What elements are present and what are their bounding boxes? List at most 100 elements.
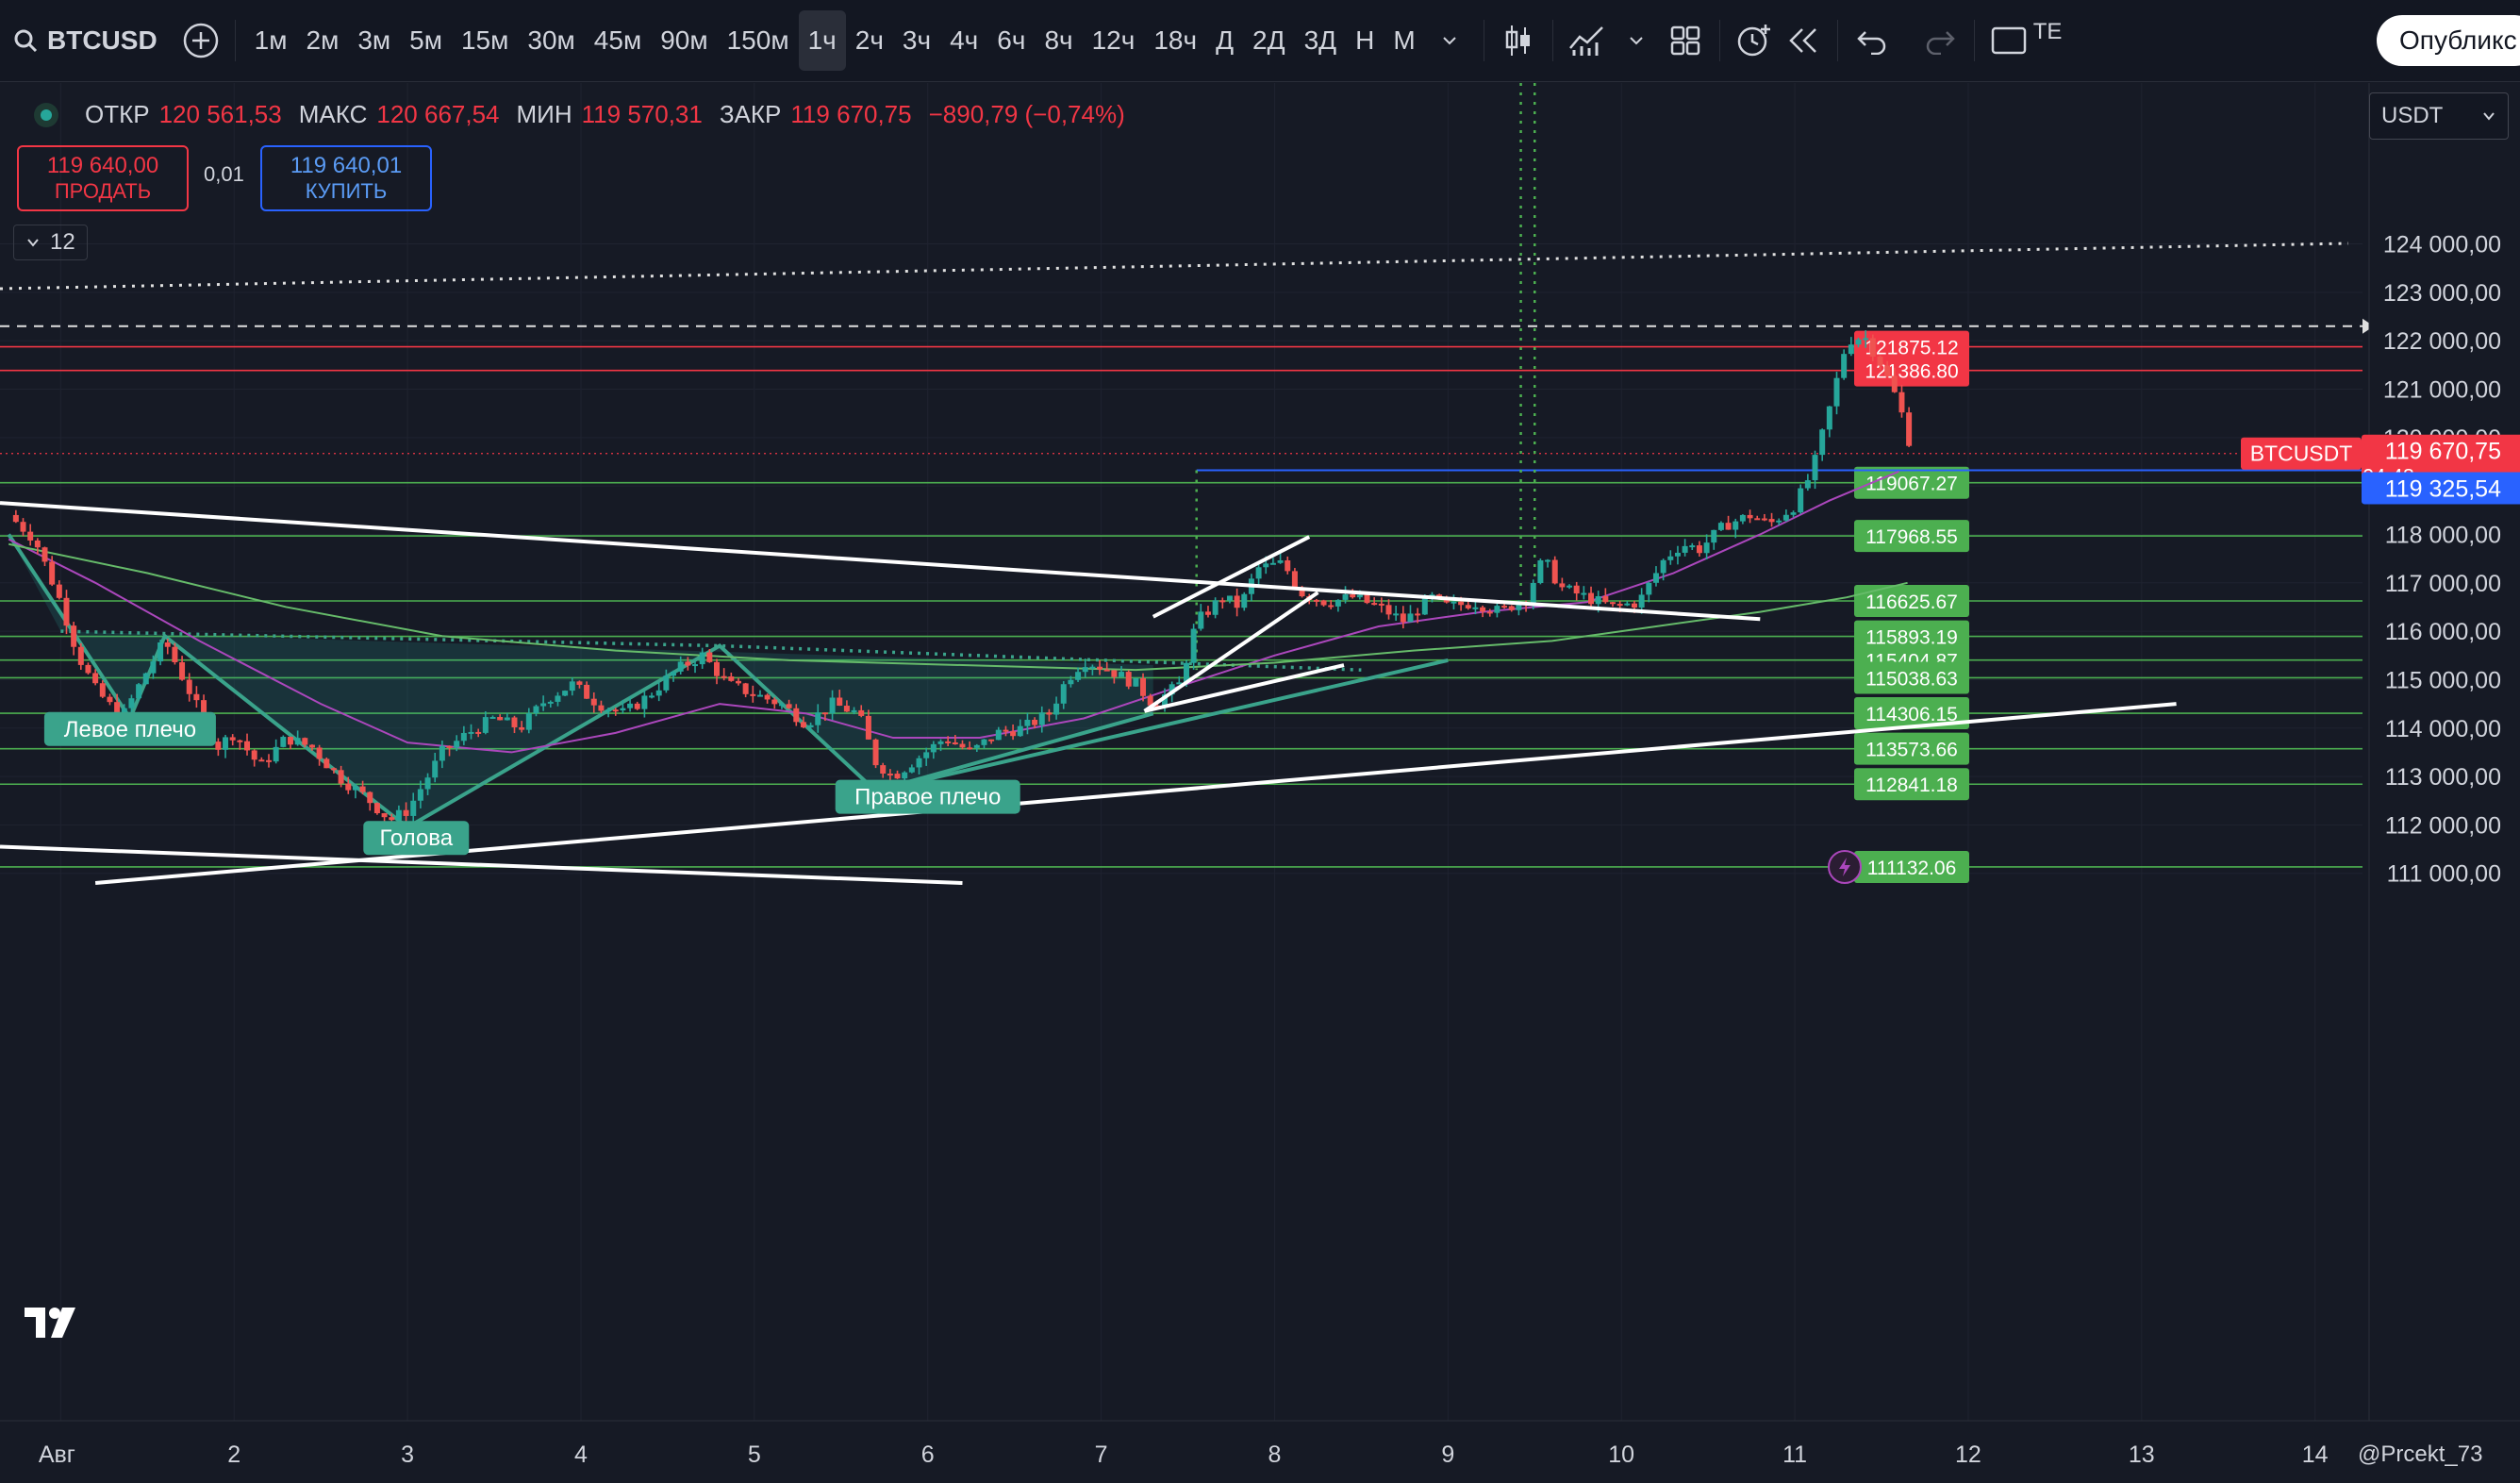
- candle-up: [677, 661, 684, 672]
- currency-select[interactable]: USDT: [2369, 92, 2509, 140]
- interval-2[interactable]: 2м: [306, 25, 340, 55]
- candle-down: [1400, 613, 1406, 623]
- candle-down: [85, 664, 91, 674]
- buy-button[interactable]: 119 640,01 КУПИТЬ: [260, 145, 432, 211]
- candle-down: [244, 741, 251, 751]
- candle-up: [1638, 594, 1645, 608]
- candle-up: [902, 772, 908, 779]
- time-tick-label: 12: [1955, 1441, 1981, 1468]
- level-label-bg: [1854, 520, 1969, 553]
- symbol-badge: BTCUSDT: [2250, 442, 2353, 466]
- level-label-bg: [1854, 661, 1969, 694]
- candle-down: [193, 693, 200, 701]
- time-tick-label: 11: [1782, 1441, 1807, 1468]
- fullscreen-icon[interactable]: [1984, 10, 2033, 71]
- candle-down: [1219, 600, 1226, 603]
- interval-11[interactable]: 2ч: [854, 25, 884, 55]
- alert-clock-icon[interactable]: [1730, 10, 1779, 71]
- level-label: 117968.55: [1865, 526, 1958, 548]
- candle-down: [1906, 412, 1913, 446]
- layout-grid-icon[interactable]: [1661, 10, 1710, 71]
- candle-down: [821, 712, 828, 715]
- interval-9[interactable]: 150м: [726, 25, 789, 55]
- interval-16[interactable]: 12ч: [1091, 25, 1136, 55]
- level-label: 113573.66: [1865, 740, 1958, 761]
- candle-up: [1667, 556, 1674, 560]
- candles-icon[interactable]: [1494, 10, 1543, 71]
- indicators-icon[interactable]: [1563, 10, 1612, 71]
- sell-button[interactable]: 119 640,00 ПРОДАТЬ: [17, 145, 189, 211]
- interval-14[interactable]: 6ч: [997, 25, 1026, 55]
- undo-icon[interactable]: [1848, 10, 1897, 71]
- candle-down: [1631, 603, 1637, 608]
- price-tick-label: 112 000,00: [2385, 812, 2501, 839]
- interval-5[interactable]: 15м: [460, 25, 509, 55]
- price-tick-label: 123 000,00: [2383, 280, 2501, 307]
- interval-15[interactable]: 8ч: [1044, 25, 1073, 55]
- candle-up: [1451, 601, 1457, 604]
- interval-13[interactable]: 4ч: [950, 25, 979, 55]
- candle-down: [880, 765, 887, 775]
- candle-up: [273, 746, 279, 762]
- indicators-toggle[interactable]: 12: [13, 225, 88, 260]
- interval-6[interactable]: 30м: [527, 25, 575, 55]
- annotation-label: Левое плечо: [64, 717, 196, 742]
- blue-level-badge-bg: [2362, 472, 2520, 505]
- interval-10[interactable]: 1ч: [798, 10, 846, 71]
- candle-up: [923, 752, 930, 758]
- candle-up: [1703, 542, 1710, 554]
- candle-down: [1869, 338, 1876, 358]
- price-axis-bg: [2369, 83, 2520, 1421]
- candle-up: [294, 738, 301, 745]
- candle-down: [952, 742, 958, 745]
- candle-up: [395, 809, 402, 821]
- interval-8[interactable]: 90м: [660, 25, 708, 55]
- symbol-search[interactable]: BTCUSD: [0, 0, 158, 81]
- redo-icon[interactable]: [1915, 10, 1965, 71]
- candle-up: [1472, 607, 1479, 609]
- buy-price: 119 640,01: [290, 153, 403, 178]
- candle-down: [1610, 602, 1616, 605]
- publish-button[interactable]: Опубликс: [2377, 15, 2520, 66]
- chevron-down-icon[interactable]: [1425, 10, 1474, 71]
- candle-up: [1804, 480, 1811, 489]
- interval-7[interactable]: 45м: [593, 25, 642, 55]
- candle-up: [671, 671, 677, 676]
- interval-3[interactable]: 3м: [357, 25, 391, 55]
- interval-4[interactable]: 5м: [409, 25, 442, 55]
- text-tool-label[interactable]: TE: [2032, 19, 2063, 44]
- interval-12[interactable]: 3ч: [902, 25, 932, 55]
- candle-up: [663, 675, 670, 691]
- candle-up: [142, 673, 149, 685]
- candle-down: [771, 699, 778, 705]
- compare-add-icon[interactable]: [176, 10, 225, 71]
- time-tick-label: 7: [1095, 1441, 1108, 1468]
- interval-18[interactable]: Д: [1216, 25, 1235, 55]
- close-label: ЗАКР: [719, 100, 782, 128]
- interval-17[interactable]: 18ч: [1153, 25, 1198, 55]
- candle-down: [1385, 605, 1392, 615]
- candle-up: [1826, 406, 1832, 430]
- interval-19[interactable]: 2Д: [1252, 25, 1285, 55]
- time-tick-label: 14: [2302, 1441, 2329, 1468]
- candle-down: [1891, 375, 1898, 392]
- level-label: 115038.63: [1865, 668, 1958, 690]
- level-label: 121875.12: [1865, 338, 1958, 359]
- candle-down: [887, 774, 893, 776]
- interval-20[interactable]: 3Д: [1303, 25, 1337, 55]
- interval-1[interactable]: 1м: [254, 25, 288, 55]
- candle-up: [930, 743, 937, 753]
- candle-down: [1371, 603, 1378, 606]
- replay-icon[interactable]: [1779, 10, 1828, 71]
- level-label: 115893.19: [1865, 627, 1958, 649]
- candle-down: [511, 717, 518, 727]
- interval-21[interactable]: Н: [1355, 25, 1375, 55]
- chevron-down-icon[interactable]: [1612, 10, 1661, 71]
- price-tick-label: 114 000,00: [2385, 716, 2501, 742]
- candle-up: [641, 695, 648, 709]
- arrow-right-icon: [2362, 318, 2374, 334]
- interval-22[interactable]: М: [1393, 25, 1416, 55]
- candle-down: [229, 737, 236, 741]
- candle-down: [287, 737, 293, 745]
- price-chart[interactable]: 121875.12121386.80119067.27117968.551166…: [0, 83, 2520, 1483]
